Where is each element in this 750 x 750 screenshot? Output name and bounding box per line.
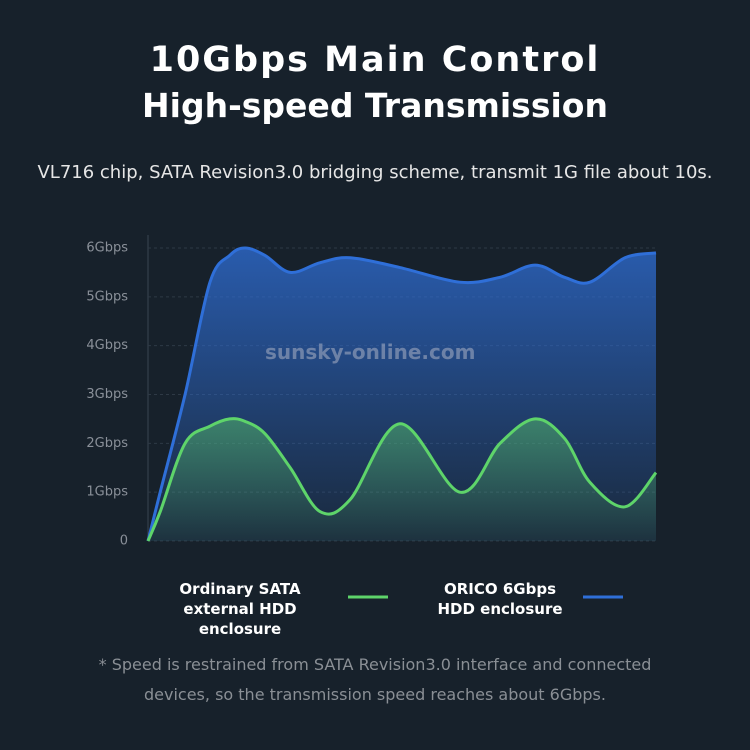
y-tick-label: 0 <box>120 534 128 549</box>
title: 10Gbps Main Control <box>149 40 601 80</box>
y-tick-label: 1Gbps <box>86 485 128 500</box>
y-tick-label: 6Gbps <box>86 241 128 256</box>
y-tick-label: 4Gbps <box>86 338 128 353</box>
series-line <box>146 417 658 542</box>
y-tick-label: 5Gbps <box>86 289 128 304</box>
subtitle: High-speed Transmission <box>142 86 608 125</box>
legend-label: Ordinary SATA external HDD enclosure <box>179 580 301 638</box>
footnote: * Speed is restrained from SATA Revision… <box>98 655 652 704</box>
watermark: sunsky-online.com <box>265 340 476 364</box>
description: VL716 chip, SATA Revision3.0 bridging sc… <box>37 162 713 183</box>
area-fill <box>148 418 656 541</box>
series-line <box>146 246 657 542</box>
y-tick-label: 3Gbps <box>86 387 128 402</box>
y-tick-label: 2Gbps <box>86 436 128 451</box>
legend-label: ORICO 6Gbps HDD enclosure <box>437 580 563 618</box>
